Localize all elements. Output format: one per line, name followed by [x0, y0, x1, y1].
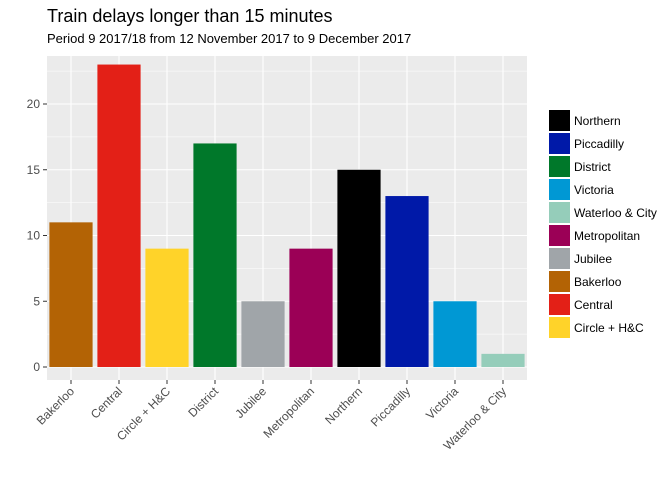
legend-label: Piccadilly — [574, 137, 624, 151]
x-tick-label: Jubilee — [232, 384, 269, 421]
bar — [481, 353, 525, 367]
chart-title: Train delays longer than 15 minutes — [47, 6, 333, 26]
chart-subtitle: Period 9 2017/18 from 12 November 2017 t… — [47, 31, 411, 46]
x-tick-label: Central — [88, 384, 125, 421]
legend-label: Bakerloo — [574, 275, 622, 289]
x-tick-label: Piccadilly — [368, 384, 413, 429]
legend-label: Northern — [574, 114, 621, 128]
x-tick-label: Bakerloo — [34, 384, 78, 428]
legend-key — [549, 133, 570, 154]
bar — [97, 64, 141, 368]
legend-key — [549, 248, 570, 269]
x-tick-label: Victoria — [423, 384, 461, 422]
legend-label: Waterloo & City — [574, 206, 657, 220]
legend-label: Circle + H&C — [574, 321, 644, 335]
y-axis: 0 5 10 15 20 — [27, 97, 47, 374]
legend-key — [549, 294, 570, 315]
bar — [145, 248, 189, 367]
x-tick-label: Metropolitan — [261, 384, 318, 441]
legend-label: Metropolitan — [574, 229, 640, 243]
y-tick-label: 15 — [27, 163, 41, 177]
legend-label: Central — [574, 298, 613, 312]
bar — [337, 169, 381, 367]
bar — [49, 222, 93, 367]
bars — [49, 64, 525, 368]
legend-key — [549, 317, 570, 338]
y-tick-label: 10 — [27, 229, 41, 243]
bar — [193, 143, 237, 367]
legend: Northern Piccadilly District Victoria Waterl… — [549, 110, 657, 338]
legend-key — [549, 110, 570, 131]
legend-key — [549, 179, 570, 200]
legend-key — [549, 271, 570, 292]
legend-key — [549, 202, 570, 223]
y-tick-label: 0 — [33, 360, 40, 374]
legend-key — [549, 225, 570, 246]
legend-label: District — [574, 160, 611, 174]
legend-label: Victoria — [574, 183, 614, 197]
bar — [385, 196, 429, 367]
legend-label: Jubilee — [574, 252, 612, 266]
x-tick-label: Northern — [322, 384, 365, 427]
bar — [433, 301, 477, 367]
x-tick-label: District — [185, 384, 221, 420]
y-tick-label: 5 — [33, 294, 40, 308]
bar — [289, 248, 333, 367]
y-tick-label: 20 — [27, 97, 41, 111]
legend-key — [549, 156, 570, 177]
bar — [241, 301, 285, 367]
